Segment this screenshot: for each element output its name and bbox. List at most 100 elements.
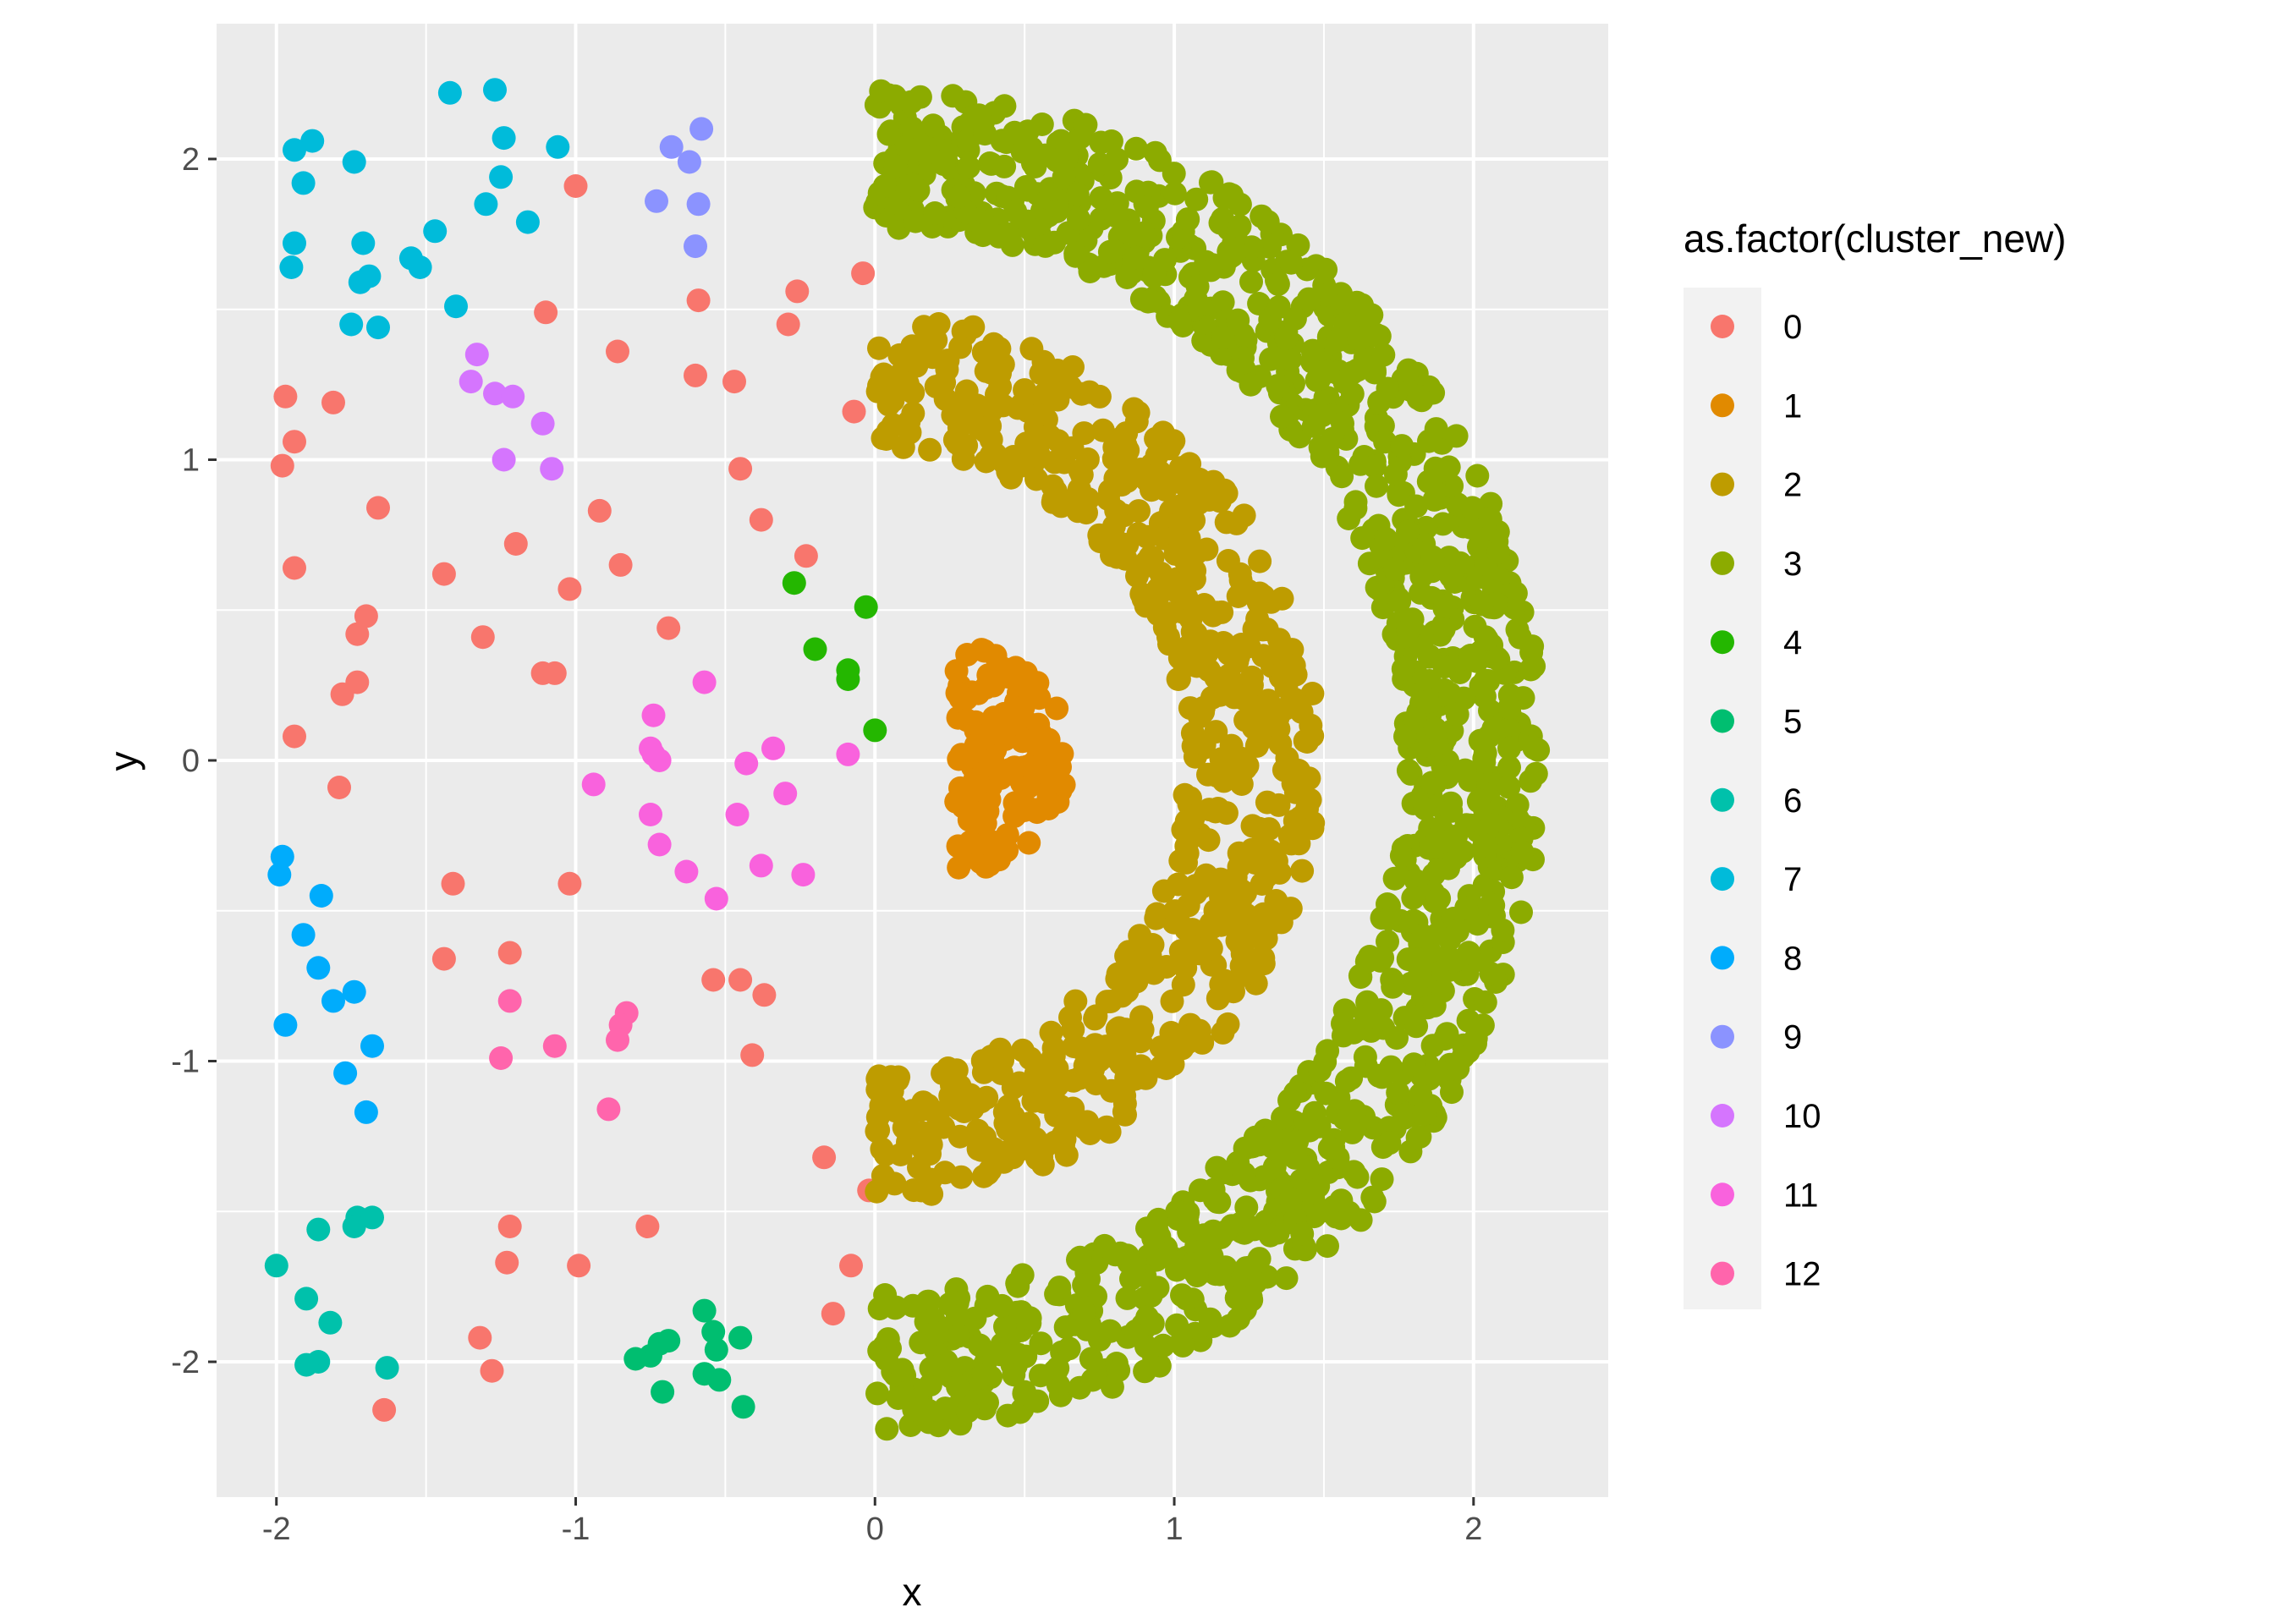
point-cluster-10 <box>483 381 507 406</box>
series-7 <box>279 78 570 340</box>
point-cluster-3 <box>1063 241 1088 266</box>
points-layer <box>264 78 1551 1441</box>
point-cluster-2 <box>1219 733 1244 758</box>
point-cluster-2 <box>1248 581 1272 606</box>
point-cluster-2 <box>1239 665 1264 689</box>
point-cluster-3 <box>1274 1266 1299 1291</box>
point-cluster-0 <box>821 1302 845 1326</box>
point-cluster-3 <box>1466 789 1491 814</box>
point-cluster-5 <box>707 1368 732 1392</box>
point-cluster-2 <box>996 1117 1020 1142</box>
point-cluster-2 <box>1103 466 1128 491</box>
point-cluster-2 <box>918 336 942 360</box>
point-cluster-3 <box>1438 682 1463 706</box>
point-cluster-3 <box>876 122 901 146</box>
point-cluster-2 <box>1122 397 1146 421</box>
legend-title: as.factor(cluster_new) <box>1684 217 2067 261</box>
point-cluster-3 <box>1377 907 1402 931</box>
grid-major <box>217 24 1608 1497</box>
point-cluster-12 <box>542 1034 567 1058</box>
point-cluster-2 <box>1162 429 1186 453</box>
point-cluster-0 <box>839 1254 863 1278</box>
legend-key-3 <box>1711 551 1734 575</box>
point-cluster-0 <box>283 724 306 749</box>
point-cluster-11 <box>836 742 860 766</box>
point-cluster-7 <box>339 312 364 337</box>
point-cluster-3 <box>1316 1039 1340 1063</box>
point-cluster-3 <box>1409 564 1434 589</box>
point-cluster-2 <box>1127 499 1151 524</box>
point-cluster-1 <box>966 681 991 705</box>
point-cluster-0 <box>470 625 495 650</box>
point-cluster-3 <box>1468 728 1492 753</box>
point-cluster-2 <box>936 348 960 373</box>
point-cluster-3 <box>1474 833 1498 858</box>
point-cluster-3 <box>1279 250 1304 275</box>
point-cluster-2 <box>1251 952 1276 976</box>
point-cluster-7 <box>283 231 306 255</box>
point-cluster-0 <box>851 261 876 286</box>
point-cluster-3 <box>1347 326 1371 351</box>
point-cluster-3 <box>1010 140 1035 164</box>
point-cluster-3 <box>1314 257 1338 282</box>
point-cluster-2 <box>1058 375 1083 399</box>
point-cluster-3 <box>1473 990 1497 1014</box>
point-cluster-7 <box>444 294 468 319</box>
point-cluster-3 <box>1465 464 1490 488</box>
point-cluster-3 <box>1330 464 1354 489</box>
point-cluster-3 <box>987 224 1011 249</box>
point-cluster-3 <box>1400 607 1425 632</box>
point-cluster-2 <box>1130 1018 1155 1042</box>
point-cluster-0 <box>273 384 298 409</box>
point-cluster-12 <box>497 989 522 1013</box>
point-cluster-1 <box>1013 661 1038 685</box>
point-cluster-0 <box>558 871 582 896</box>
point-cluster-3 <box>1520 634 1545 659</box>
point-cluster-2 <box>1216 1012 1240 1036</box>
legend-label-3: 3 <box>1783 546 1802 583</box>
point-cluster-3 <box>1473 668 1497 693</box>
point-cluster-3 <box>1162 162 1186 186</box>
point-cluster-3 <box>865 1381 889 1406</box>
x-tick-label: -2 <box>262 1512 291 1547</box>
point-cluster-2 <box>997 1094 1021 1118</box>
point-cluster-2 <box>1255 790 1279 815</box>
point-cluster-3 <box>1029 1331 1053 1356</box>
point-cluster-3 <box>1424 1060 1447 1084</box>
y-tick-label: 2 <box>182 142 200 178</box>
point-cluster-2 <box>1300 816 1325 841</box>
point-cluster-2 <box>888 1143 913 1166</box>
point-cluster-2 <box>1267 860 1292 885</box>
point-cluster-2 <box>967 415 991 440</box>
point-cluster-0 <box>354 604 378 628</box>
point-cluster-11 <box>761 736 785 760</box>
point-cluster-2 <box>1167 511 1192 535</box>
point-cluster-3 <box>945 1304 969 1328</box>
point-cluster-4 <box>854 595 878 619</box>
point-cluster-3 <box>1390 434 1414 458</box>
point-cluster-2 <box>1151 879 1176 903</box>
point-cluster-3 <box>1205 1190 1229 1214</box>
point-cluster-3 <box>1079 1347 1103 1371</box>
point-cluster-9 <box>659 134 684 159</box>
point-cluster-2 <box>931 1115 956 1139</box>
point-cluster-0 <box>558 577 582 601</box>
point-cluster-2 <box>1275 746 1299 771</box>
point-cluster-2 <box>1270 586 1294 611</box>
point-cluster-3 <box>1015 178 1040 202</box>
point-cluster-3 <box>1404 494 1429 518</box>
point-cluster-3 <box>1454 896 1479 920</box>
point-cluster-2 <box>1228 887 1253 912</box>
legend-key-6 <box>1711 787 1734 812</box>
point-cluster-3 <box>931 152 956 177</box>
point-cluster-3 <box>1046 1373 1070 1397</box>
point-cluster-2 <box>1278 654 1303 678</box>
point-cluster-2 <box>1198 629 1222 654</box>
point-cluster-3 <box>867 1297 892 1321</box>
point-cluster-3 <box>1439 798 1464 823</box>
series-12 <box>489 989 639 1122</box>
point-cluster-2 <box>1246 713 1271 738</box>
point-cluster-0 <box>330 682 354 706</box>
point-cluster-3 <box>1412 1102 1436 1127</box>
point-cluster-2 <box>871 426 895 451</box>
